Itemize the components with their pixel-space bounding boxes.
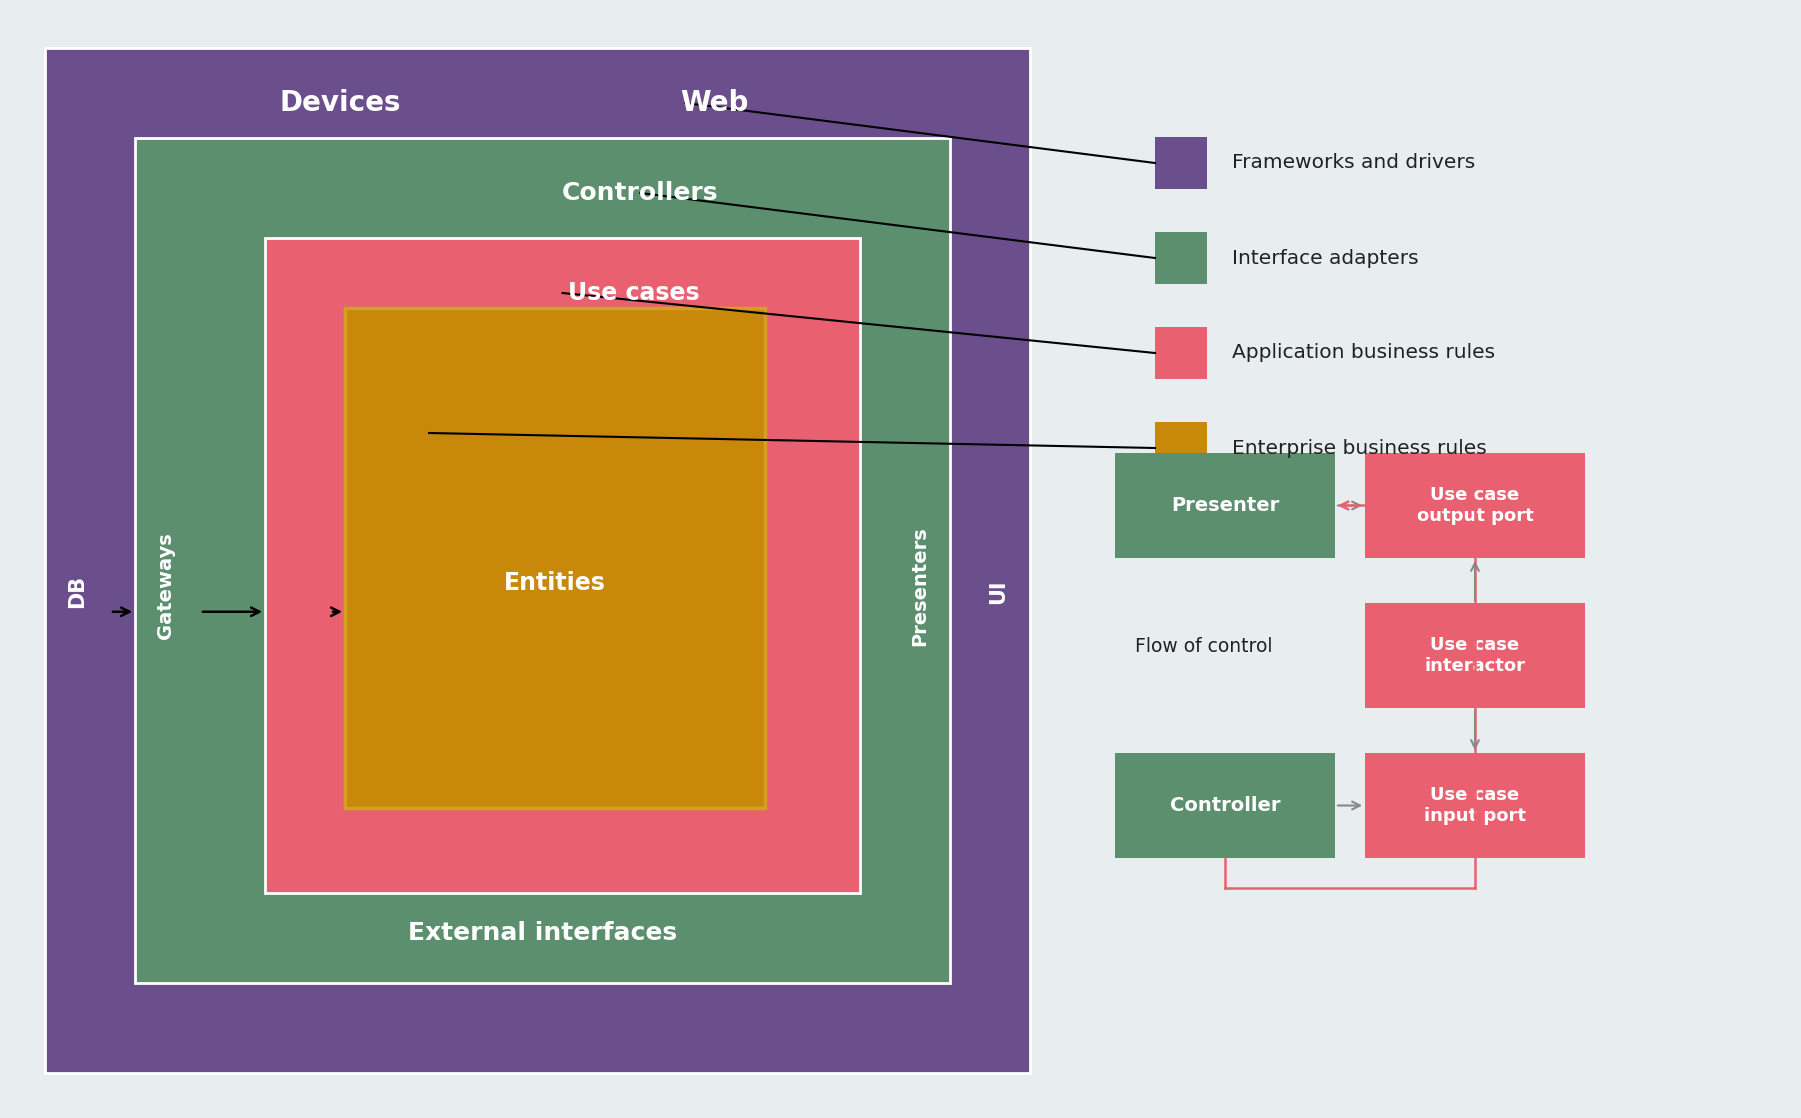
Text: Web: Web [681,89,749,117]
Text: Devices: Devices [279,89,402,117]
FancyBboxPatch shape [1115,453,1335,558]
FancyBboxPatch shape [346,307,765,808]
FancyBboxPatch shape [1154,233,1207,284]
FancyBboxPatch shape [135,138,949,983]
Text: External interfaces: External interfaces [409,921,677,945]
Text: Use case
input port: Use case input port [1425,786,1525,825]
Text: DB: DB [67,575,86,608]
Text: Presenter: Presenter [1171,496,1279,515]
Text: Application business rules: Application business rules [1232,343,1495,362]
Text: UI: UI [989,579,1009,604]
Text: Use case
output port: Use case output port [1417,486,1533,524]
FancyBboxPatch shape [1154,421,1207,474]
Text: Presenters: Presenters [911,525,929,646]
FancyBboxPatch shape [1154,326,1207,379]
Text: Interface adapters: Interface adapters [1232,248,1419,267]
FancyBboxPatch shape [1365,754,1585,858]
FancyBboxPatch shape [45,48,1030,1073]
FancyBboxPatch shape [1365,603,1585,708]
Text: Controllers: Controllers [562,181,719,205]
Text: Frameworks and drivers: Frameworks and drivers [1232,153,1475,172]
FancyBboxPatch shape [1115,754,1335,858]
Text: Enterprise business rules: Enterprise business rules [1232,438,1488,457]
Text: Controller: Controller [1171,796,1281,815]
Text: Entities: Entities [504,571,605,595]
Text: Use cases: Use cases [567,281,701,305]
Text: Flow of control: Flow of control [1135,636,1273,655]
Text: Use case
interactor: Use case interactor [1425,636,1525,675]
FancyBboxPatch shape [1154,138,1207,189]
Text: Gateways: Gateways [155,532,175,639]
FancyBboxPatch shape [1365,453,1585,558]
FancyBboxPatch shape [265,238,861,893]
